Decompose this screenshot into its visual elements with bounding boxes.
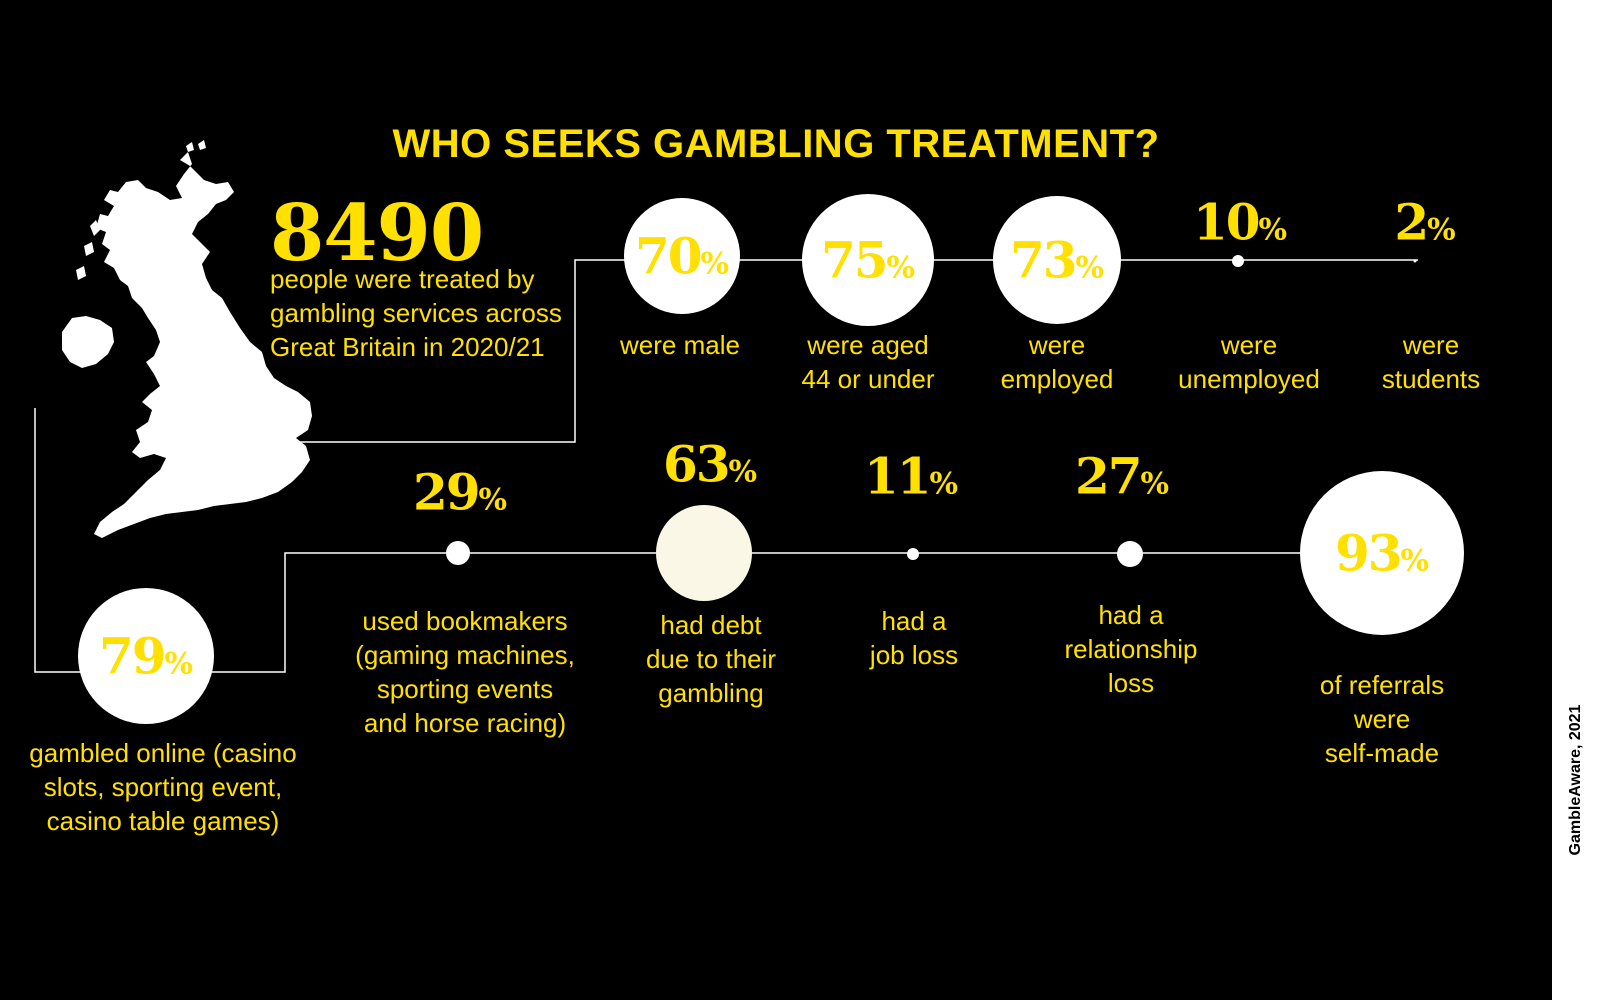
stat-dot-bookmakers — [446, 541, 470, 565]
stat-label-students: were students — [1381, 330, 1481, 394]
stat-label-referrals: of referrals were self-made — [1319, 670, 1445, 768]
stat-circle-referrals — [1300, 471, 1464, 635]
infographic-canvas: WHO SEEKS GAMBLING TREATMENT? 8490 peopl… — [29, 122, 1481, 836]
stat-label-relationship-loss: had a relationship loss — [1064, 600, 1198, 698]
stat-dot-relationship-loss — [1117, 541, 1143, 567]
stat-label-job-loss: had a job loss — [869, 606, 959, 670]
stat-dot-job-loss — [907, 548, 919, 560]
stat-value-male: 70% — [634, 226, 730, 286]
source-credit: GambleAware, 2021 — [1567, 704, 1584, 856]
stat-label-debt: had debt due to their gambling — [645, 610, 777, 708]
stat-value-job-loss: 11% — [863, 446, 959, 506]
side-strip — [1552, 0, 1600, 1000]
stat-dot-unemployed — [1232, 255, 1244, 267]
stat-value-unemployed: 10% — [1192, 192, 1288, 252]
stat-value-aged: 75% — [820, 230, 916, 290]
stat-value-referrals: 93% — [1334, 523, 1430, 583]
stat-label-employed: were employed — [1000, 330, 1114, 394]
stat-value-students: 2% — [1394, 192, 1456, 252]
bottom-connector-line — [34, 408, 1382, 673]
stat-value-employed: 73% — [1009, 230, 1105, 290]
stat-value-debt: 63% — [662, 434, 758, 494]
stat-value-relationship-loss: 27% — [1074, 446, 1170, 506]
stat-circle-male — [624, 198, 740, 314]
stat-value-online: 79% — [98, 626, 194, 686]
stat-label-male: were male — [620, 330, 740, 360]
stat-label-unemployed: were unemployed — [1178, 330, 1320, 394]
stat-label-aged: were aged 44 or under — [801, 330, 935, 394]
stat-circle-online — [78, 588, 214, 724]
headline-description: people were treated by gambling services… — [270, 264, 562, 362]
stat-dot-students — [1413, 259, 1417, 263]
page-title: WHO SEEKS GAMBLING TREATMENT? — [392, 122, 1160, 166]
great-britain-map-icon — [62, 140, 312, 538]
stat-label-online: gambled online (casino slots, sporting e… — [29, 738, 297, 836]
stat-circle-debt — [656, 505, 752, 601]
headline-number: 8490 — [270, 188, 484, 279]
stat-value-bookmakers: 29% — [412, 462, 508, 522]
stat-label-bookmakers: used bookmakers (gaming machines, sporti… — [355, 606, 575, 738]
stat-circle-aged — [802, 194, 934, 326]
stat-circle-employed — [993, 196, 1121, 324]
